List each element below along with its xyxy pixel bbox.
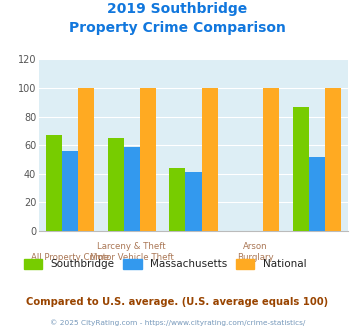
- Text: Motor Vehicle Theft: Motor Vehicle Theft: [90, 253, 174, 262]
- Text: Compared to U.S. average. (U.S. average equals 100): Compared to U.S. average. (U.S. average …: [26, 297, 329, 307]
- Bar: [202, 88, 218, 231]
- Bar: [185, 172, 202, 231]
- Bar: [325, 88, 341, 231]
- Bar: [108, 138, 124, 231]
- Text: Burglary: Burglary: [237, 253, 274, 262]
- Text: All Property Crime: All Property Crime: [31, 253, 109, 262]
- Bar: [78, 88, 94, 231]
- Bar: [293, 107, 309, 231]
- Legend: Southbridge, Massachusetts, National: Southbridge, Massachusetts, National: [20, 255, 311, 274]
- Text: 2019 Southbridge: 2019 Southbridge: [107, 2, 248, 16]
- Text: Larceny & Theft: Larceny & Theft: [97, 242, 166, 251]
- Text: Property Crime Comparison: Property Crime Comparison: [69, 21, 286, 35]
- Bar: [140, 88, 156, 231]
- Bar: [62, 151, 78, 231]
- Bar: [169, 168, 185, 231]
- Bar: [46, 135, 62, 231]
- Bar: [124, 147, 140, 231]
- Text: © 2025 CityRating.com - https://www.cityrating.com/crime-statistics/: © 2025 CityRating.com - https://www.city…: [50, 319, 305, 326]
- Bar: [309, 157, 325, 231]
- Text: Arson: Arson: [243, 242, 268, 251]
- Bar: [263, 88, 279, 231]
